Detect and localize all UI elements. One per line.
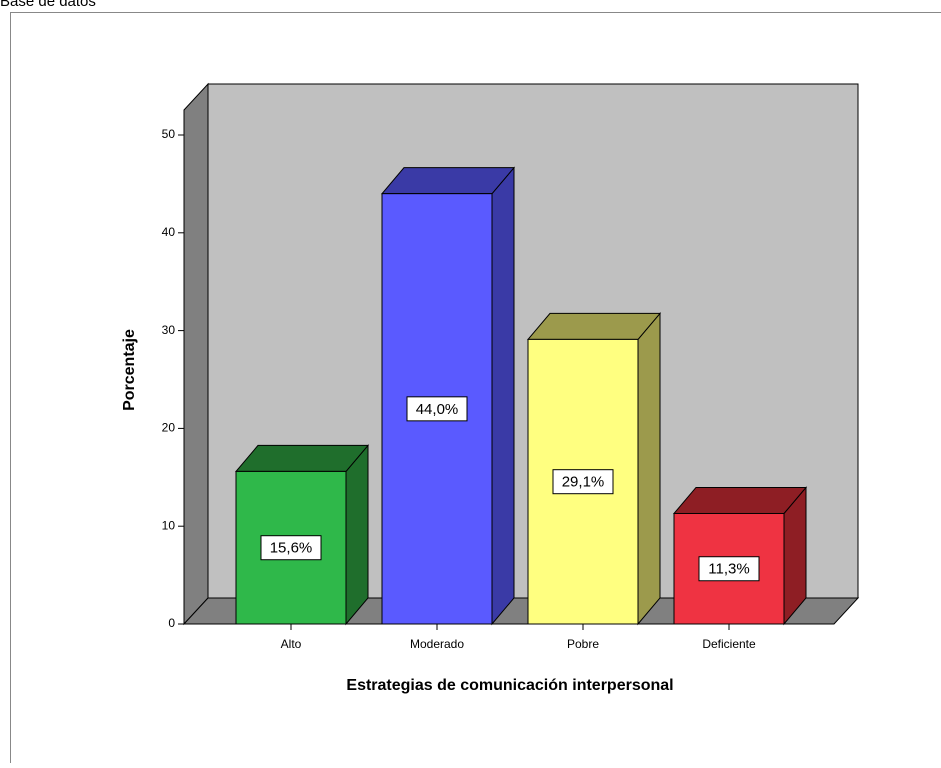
x-axis-label: Estrategias de comunicación interpersona… bbox=[346, 677, 673, 694]
x-tick-label: Moderado bbox=[410, 637, 464, 651]
y-tick-label: 50 bbox=[162, 127, 176, 141]
value-label: 29,1% bbox=[562, 474, 605, 491]
bar-side bbox=[638, 313, 660, 624]
value-label: 11,3% bbox=[708, 561, 749, 578]
y-tick-label: 0 bbox=[168, 616, 175, 630]
bar-side bbox=[492, 168, 514, 624]
y-tick-label: 10 bbox=[162, 518, 176, 532]
y-axis-label: Porcentaje bbox=[121, 329, 138, 411]
bar-top bbox=[382, 168, 514, 194]
y-tick-label: 40 bbox=[162, 225, 176, 239]
x-tick-label: Alto bbox=[281, 637, 302, 651]
bar-top bbox=[528, 313, 660, 339]
y-tick-label: 20 bbox=[162, 421, 176, 435]
bar-side bbox=[346, 445, 368, 624]
y-tick-label: 30 bbox=[162, 323, 176, 337]
bar-top bbox=[674, 487, 806, 513]
value-label: 44,0% bbox=[416, 401, 459, 418]
bar-top bbox=[236, 445, 368, 471]
value-label: 15,6% bbox=[270, 540, 313, 557]
page-header: Base de datos bbox=[0, 0, 96, 10]
left-wall bbox=[184, 84, 208, 624]
x-tick-label: Deficiente bbox=[702, 637, 756, 651]
x-tick-label: Pobre bbox=[567, 637, 599, 651]
